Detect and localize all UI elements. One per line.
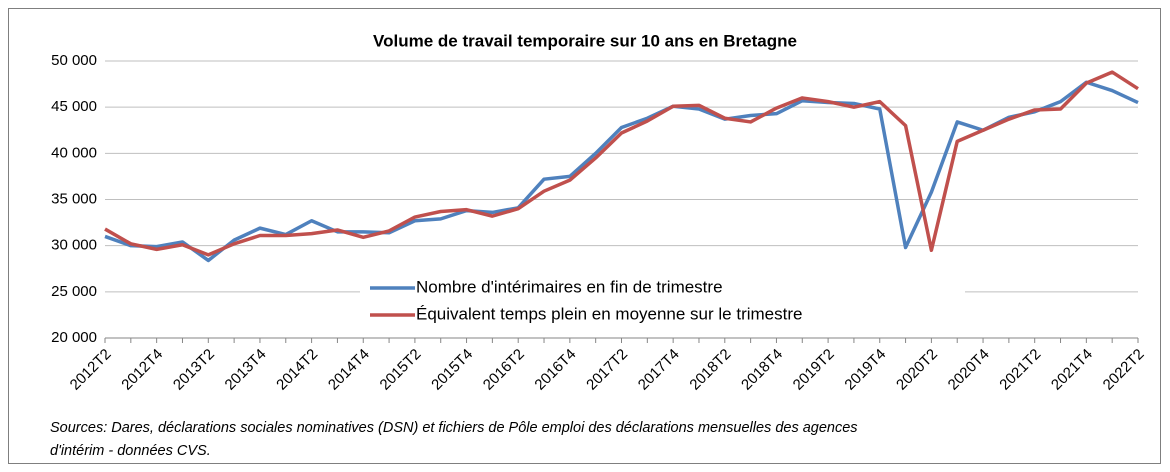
y-tick-label: 20 000 xyxy=(51,329,97,346)
legend-label: Équivalent temps plein en moyenne sur le… xyxy=(416,304,802,323)
chart-frame xyxy=(8,8,1161,464)
legend-box xyxy=(360,272,965,332)
source-note: Sources: Dares, déclarations sociales no… xyxy=(50,420,858,436)
y-tick-label: 50 000 xyxy=(51,52,97,69)
source-note: d'intérim - données CVS. xyxy=(50,443,211,459)
y-tick-label: 35 000 xyxy=(51,190,97,207)
series-line xyxy=(104,80,1139,263)
y-tick-label: 45 000 xyxy=(51,98,97,115)
y-tick-label: 30 000 xyxy=(51,237,97,254)
y-tick-label: 40 000 xyxy=(51,144,97,161)
series-line xyxy=(104,70,1139,257)
y-tick-label: 25 000 xyxy=(51,283,97,300)
legend-label: Nombre d'intérimaires en fin de trimestr… xyxy=(416,277,723,296)
chart-title: Volume de travail temporaire sur 10 ans … xyxy=(373,31,797,50)
